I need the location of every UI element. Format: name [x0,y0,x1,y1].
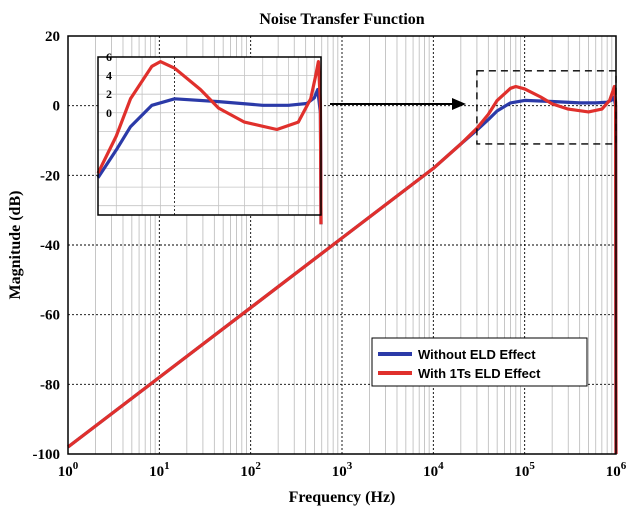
inset-frame [97,56,322,216]
y-axis-label: Magnitude (dB) [7,191,24,300]
y-tick-label: -40 [40,238,60,254]
legend-label: With 1Ts ELD Effect [418,366,541,381]
y-tick-label: 0 [53,99,61,115]
y-tick-label: -60 [40,308,60,324]
y-tick-label: -80 [40,377,60,393]
x-axis-label: Frequency (Hz) [289,489,396,506]
legend: Without ELD Effect With 1Ts ELD Effect [371,337,588,387]
x-tick-label: 103 [332,460,353,480]
main-series [67,84,618,455]
inset-series [96,60,323,225]
y-tick-label: -20 [40,168,60,184]
inset-y-tick-label: 6 [106,50,112,64]
inset-series-line-1 [96,87,323,225]
inset-chart: 6 4 2 0 [96,50,323,225]
legend-label: Without ELD Effect [418,347,536,362]
plot-frame [67,35,617,455]
inset-y-tick-labels: 6 4 2 0 [106,50,112,120]
x-tick-label: 101 [149,460,170,480]
x-tick-label: 102 [240,460,261,480]
inset-y-tick-label: 4 [106,69,112,83]
x-tick-label: 105 [514,460,535,480]
chart-title: Noise Transfer Function [259,11,424,28]
zoom-highlight-box [476,70,617,145]
inset-series-line-2 [96,60,323,225]
series-line-2 [67,84,618,455]
x-tick-label: 104 [423,460,444,480]
inset-y-tick-label: 2 [106,87,112,101]
inset-y-tick-label: 0 [106,106,112,120]
x-tick-label: 106 [606,460,627,480]
zoom-arrow [330,98,466,110]
x-tick-label: 100 [58,460,79,480]
inset-grid [98,56,321,215]
highlight-rect [476,70,617,145]
x-tick-labels: 100 101 102 103 104 105 106 [58,460,627,480]
y-tick-label: 20 [45,29,60,45]
y-tick-labels: 20 0 -20 -40 -60 -80 -100 [33,29,61,463]
legend-box [371,337,588,387]
y-tick-label: -100 [33,447,61,463]
